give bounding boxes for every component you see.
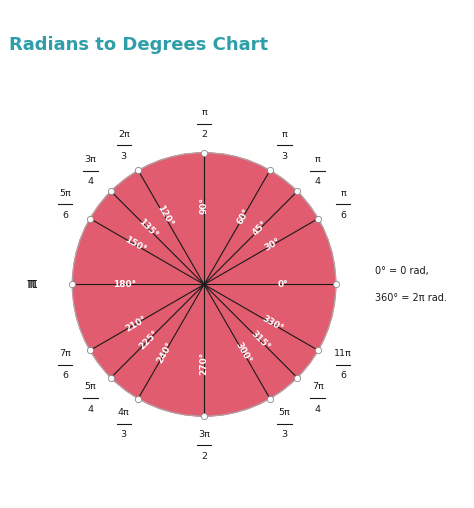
Text: 6: 6 bbox=[62, 371, 68, 380]
Text: π: π bbox=[26, 277, 35, 292]
Text: 3π: 3π bbox=[84, 155, 96, 164]
Text: 225°: 225° bbox=[137, 329, 160, 352]
Text: 135°: 135° bbox=[137, 217, 160, 240]
Text: π: π bbox=[28, 277, 37, 292]
Text: 2: 2 bbox=[201, 131, 207, 139]
Text: 6: 6 bbox=[62, 211, 68, 220]
Text: 3: 3 bbox=[121, 430, 127, 439]
Text: 30°: 30° bbox=[263, 237, 282, 253]
Text: 300°: 300° bbox=[234, 341, 253, 365]
Text: 6: 6 bbox=[340, 371, 346, 380]
Text: 180°: 180° bbox=[113, 280, 137, 289]
Text: π: π bbox=[315, 155, 320, 164]
Text: 7π: 7π bbox=[59, 349, 71, 358]
Text: 210°: 210° bbox=[123, 314, 148, 334]
Text: 330°: 330° bbox=[260, 314, 285, 334]
Text: 2π: 2π bbox=[118, 130, 130, 139]
Text: 270°: 270° bbox=[200, 352, 209, 375]
Text: 4: 4 bbox=[88, 177, 93, 186]
Text: 7π: 7π bbox=[312, 383, 324, 392]
Text: 3: 3 bbox=[121, 152, 127, 161]
Text: 0°: 0° bbox=[278, 280, 288, 289]
Text: 4: 4 bbox=[88, 405, 93, 414]
Text: π: π bbox=[282, 130, 287, 139]
Text: 5π: 5π bbox=[59, 188, 71, 198]
Text: 0° = 0 rad,: 0° = 0 rad, bbox=[375, 266, 429, 276]
Text: 3π: 3π bbox=[198, 430, 210, 438]
Text: 4: 4 bbox=[315, 177, 321, 186]
Text: 4π: 4π bbox=[118, 408, 130, 417]
Text: 6: 6 bbox=[340, 211, 346, 220]
Text: 5π: 5π bbox=[85, 383, 96, 392]
Text: 360° = 2π rad.: 360° = 2π rad. bbox=[375, 293, 447, 303]
Text: 240°: 240° bbox=[155, 340, 174, 365]
Circle shape bbox=[73, 153, 336, 416]
Text: 45°: 45° bbox=[251, 219, 269, 238]
Text: 150°: 150° bbox=[123, 235, 148, 255]
Text: 4: 4 bbox=[315, 405, 321, 414]
Text: 120°: 120° bbox=[155, 204, 174, 228]
Text: 60°: 60° bbox=[236, 207, 252, 226]
Text: 2: 2 bbox=[201, 452, 207, 461]
Text: 3: 3 bbox=[282, 430, 287, 439]
Text: π: π bbox=[340, 188, 346, 198]
Text: 0°: 0° bbox=[347, 280, 358, 289]
Text: Radians to Degrees Chart: Radians to Degrees Chart bbox=[9, 36, 269, 53]
Text: 5π: 5π bbox=[279, 408, 290, 417]
Text: 3: 3 bbox=[282, 152, 287, 161]
Text: 11π: 11π bbox=[334, 349, 352, 358]
Text: 315°: 315° bbox=[248, 329, 271, 352]
Text: π: π bbox=[201, 108, 207, 117]
Text: 90°: 90° bbox=[200, 197, 209, 214]
